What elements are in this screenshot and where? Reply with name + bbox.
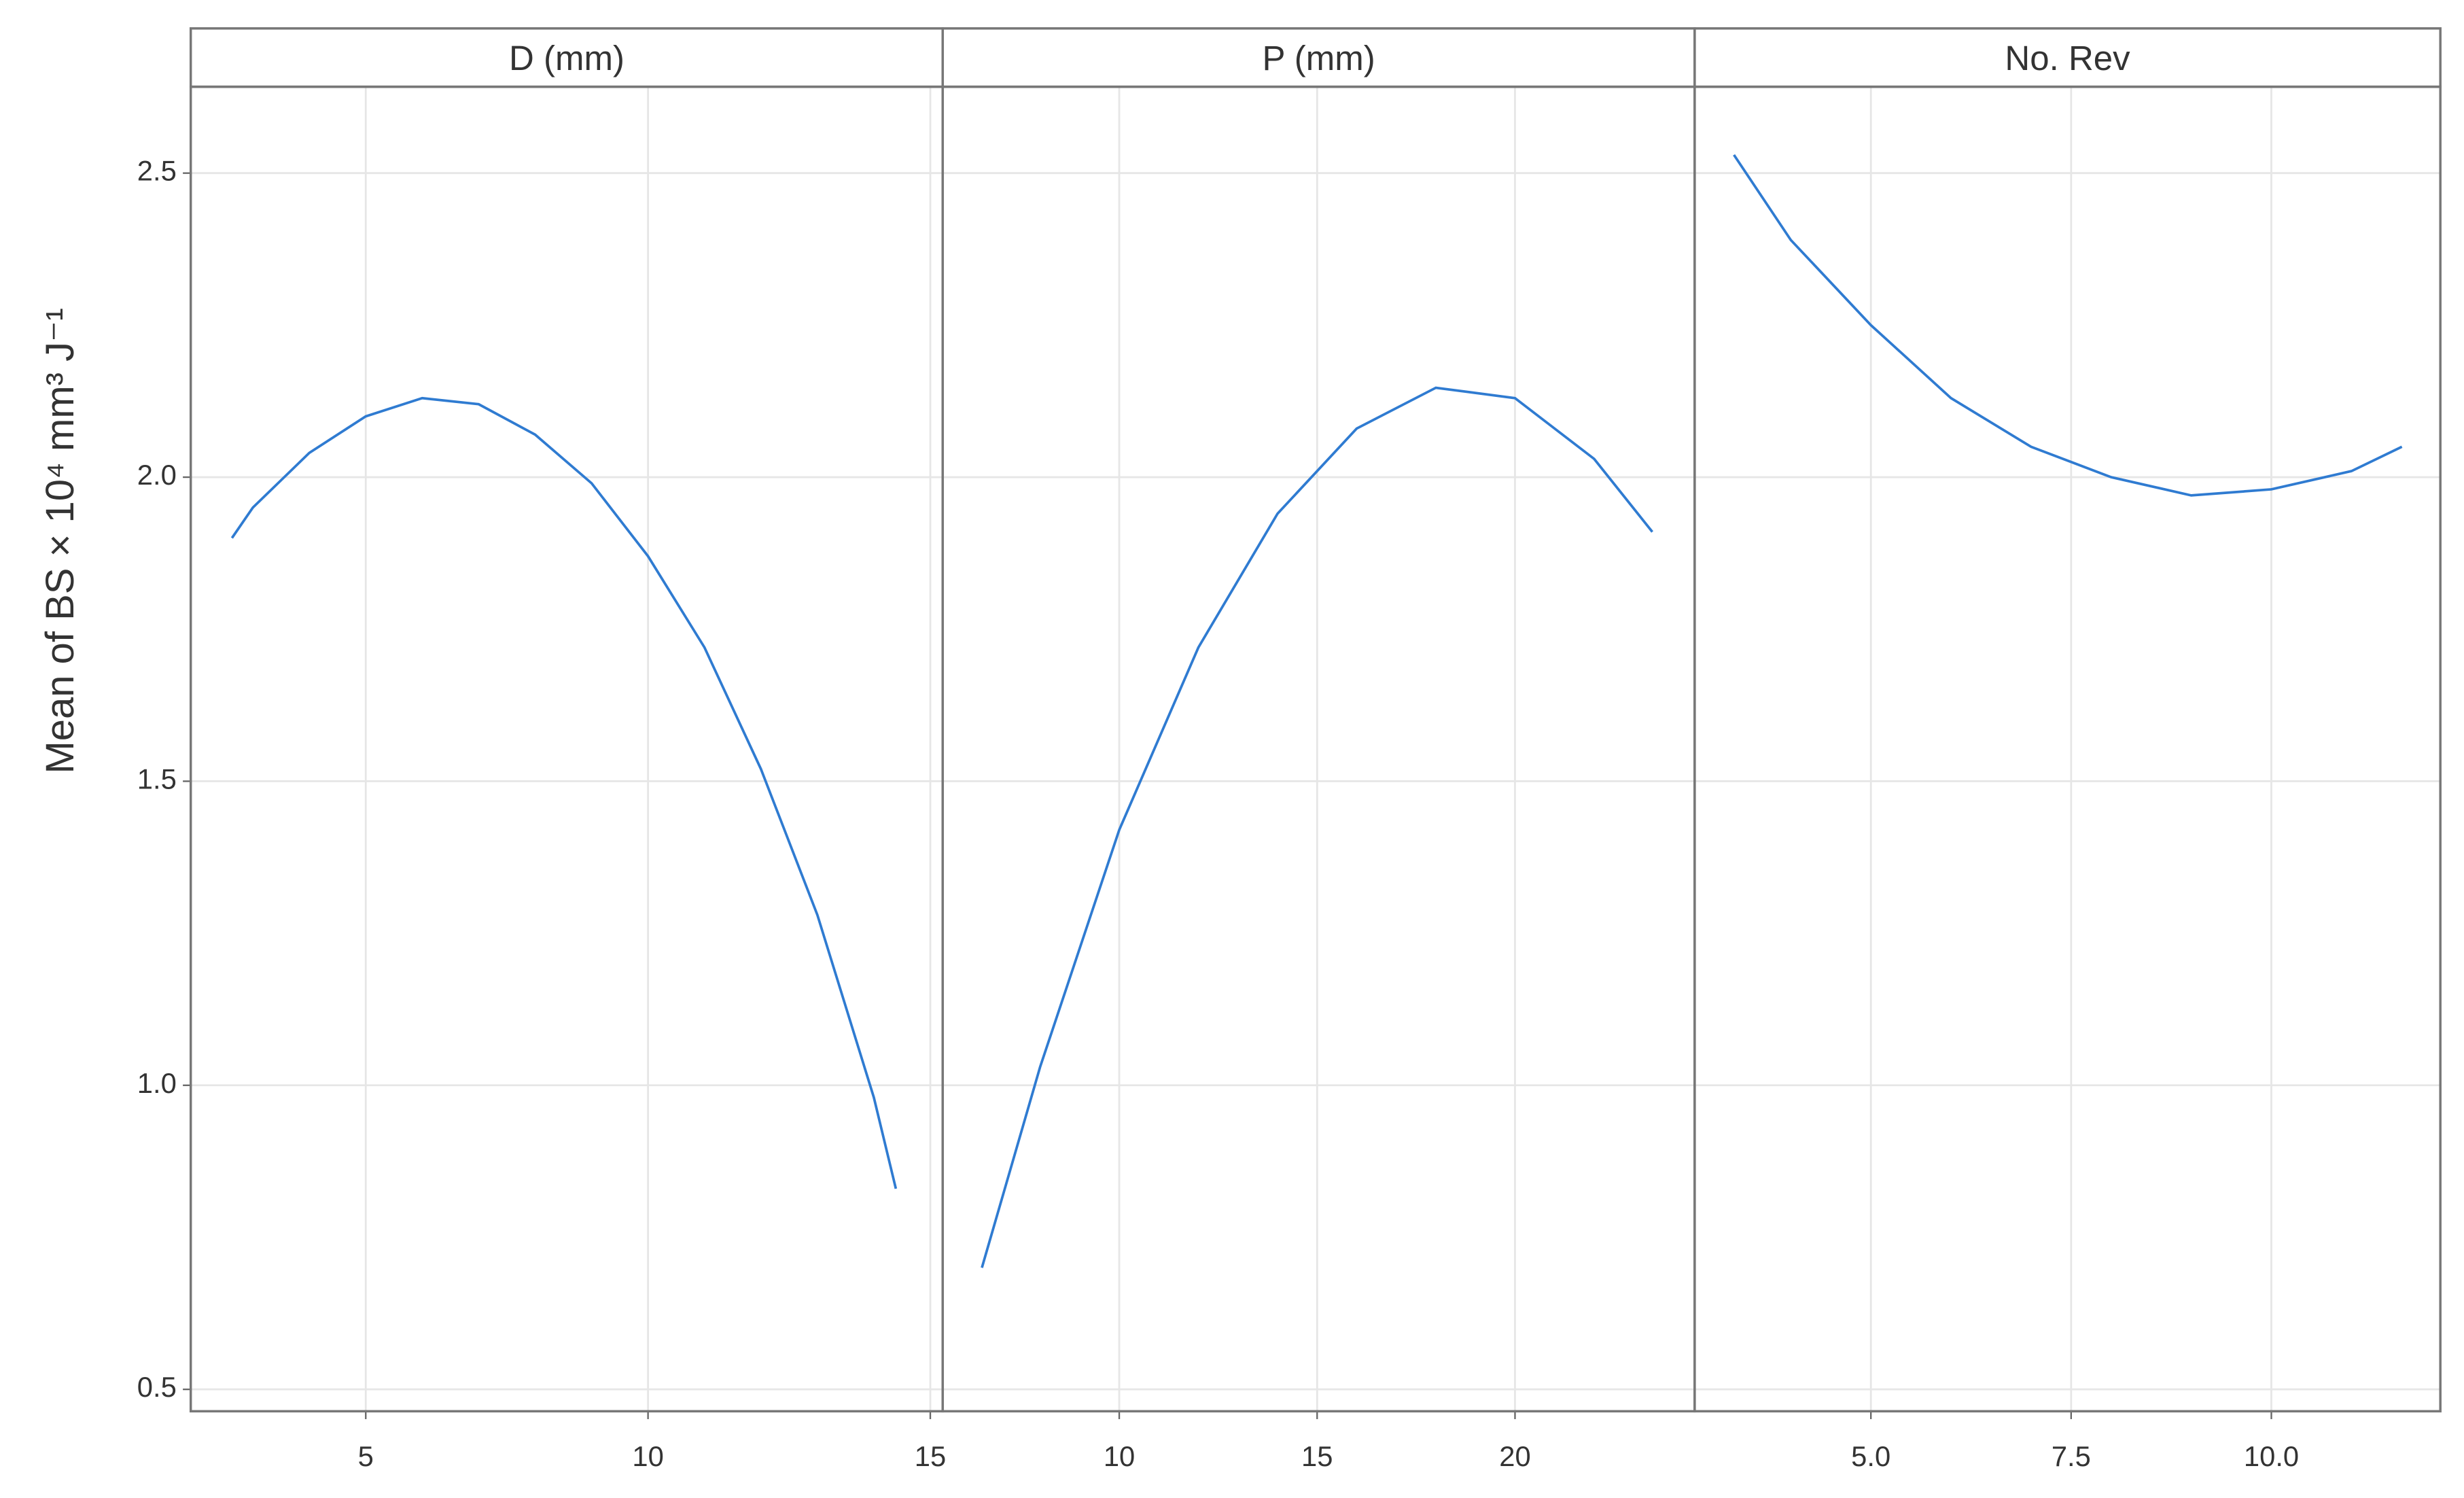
x-tick-label: 20 <box>1499 1440 1530 1472</box>
y-tick-label: 2.5 <box>137 155 177 187</box>
x-tick-label: 10 <box>1104 1440 1135 1472</box>
y-tick-label: 2.0 <box>137 459 177 491</box>
line <box>230 396 898 1189</box>
panel-title: P (mm) <box>1262 39 1375 77</box>
panel-background <box>1694 86 2441 1412</box>
strip <box>189 27 945 88</box>
strip <box>1693 27 2442 88</box>
x-tick-label: 5.0 <box>1851 1440 1890 1472</box>
panel-title: No. Rev <box>2005 39 2130 77</box>
panel-background <box>943 86 1695 1412</box>
y-tick-label: 1.5 <box>137 763 177 795</box>
y-axis-label: Mean of BS × 10⁴ mm³ J⁻¹ <box>39 308 82 774</box>
x-tick-label: 7.5 <box>2052 1440 2091 1472</box>
y-tick-label: 1.0 <box>137 1067 177 1099</box>
y-tick-label: 0.5 <box>137 1371 177 1403</box>
x-tick-label: 10 <box>632 1440 663 1472</box>
line <box>981 386 1654 1268</box>
x-tick-label: 15 <box>915 1440 946 1472</box>
x-tick-label: 10.0 <box>2244 1440 2299 1472</box>
panel-border <box>1693 85 2442 1413</box>
x-tick-label: 5 <box>358 1440 374 1472</box>
panel-title: D (mm) <box>509 39 624 77</box>
line <box>1733 154 2403 497</box>
x-tick-label: 15 <box>1301 1440 1333 1472</box>
panel-background <box>190 86 943 1412</box>
